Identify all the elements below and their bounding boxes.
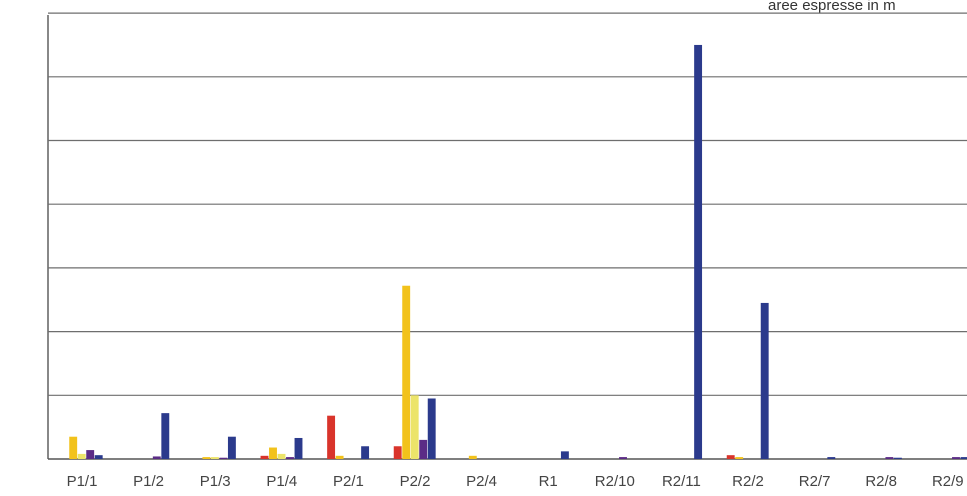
chart-note: aree espresse in m — [768, 0, 896, 14]
bar — [219, 457, 228, 459]
bar — [161, 413, 170, 459]
bar — [286, 457, 294, 459]
bar — [335, 455, 344, 459]
bar — [152, 456, 161, 459]
bar — [960, 457, 967, 459]
x-tick-label: P2/2 — [400, 473, 431, 490]
bar — [726, 455, 735, 459]
x-tick-labels: P1/1 P1/2 P1/3 P1/4 P2/1 P2/2 P2/4 R1 R2/10 R2/11… — [67, 473, 964, 490]
x-tick-label: P1/2 — [133, 473, 164, 490]
bar — [94, 455, 103, 459]
bar — [393, 446, 402, 459]
bar — [410, 395, 419, 459]
bar — [69, 436, 78, 459]
bar — [885, 457, 894, 459]
bar — [694, 44, 703, 459]
x-tick-label: R2/7 — [799, 473, 831, 490]
bar — [269, 447, 277, 459]
x-tick-label: P2/1 — [333, 473, 364, 490]
bar — [260, 455, 269, 459]
bar — [760, 302, 769, 459]
x-tick-label: P1/4 — [266, 473, 297, 490]
bar — [468, 455, 477, 459]
bar — [210, 457, 219, 459]
x-tick-label: R2/11 — [662, 473, 701, 490]
x-tick-label: R2/9 — [932, 473, 964, 490]
x-tick-label: P1/3 — [200, 473, 231, 490]
bar — [952, 457, 960, 459]
x-tick-label: R2/8 — [865, 473, 897, 490]
bar — [427, 398, 436, 459]
x-tick-label: P2/4 — [466, 473, 497, 490]
bar — [86, 450, 95, 459]
bar — [419, 439, 428, 459]
bar — [361, 446, 370, 459]
bar — [202, 457, 211, 459]
bar — [277, 453, 286, 459]
bar — [893, 457, 902, 459]
bar — [327, 415, 336, 459]
bar — [735, 457, 744, 459]
bars — [69, 44, 967, 459]
bar — [560, 451, 569, 459]
bar — [827, 457, 836, 459]
bar — [77, 453, 86, 459]
x-tick-label: R1 — [539, 473, 558, 490]
x-tick-label: P1/1 — [67, 473, 98, 490]
x-tick-label: R2/2 — [732, 473, 764, 490]
bar — [227, 436, 236, 459]
bar — [402, 285, 411, 459]
x-tick-label: R2/10 — [595, 473, 635, 490]
gridlines — [47, 12, 967, 460]
bar — [294, 437, 303, 459]
bar — [619, 457, 627, 459]
